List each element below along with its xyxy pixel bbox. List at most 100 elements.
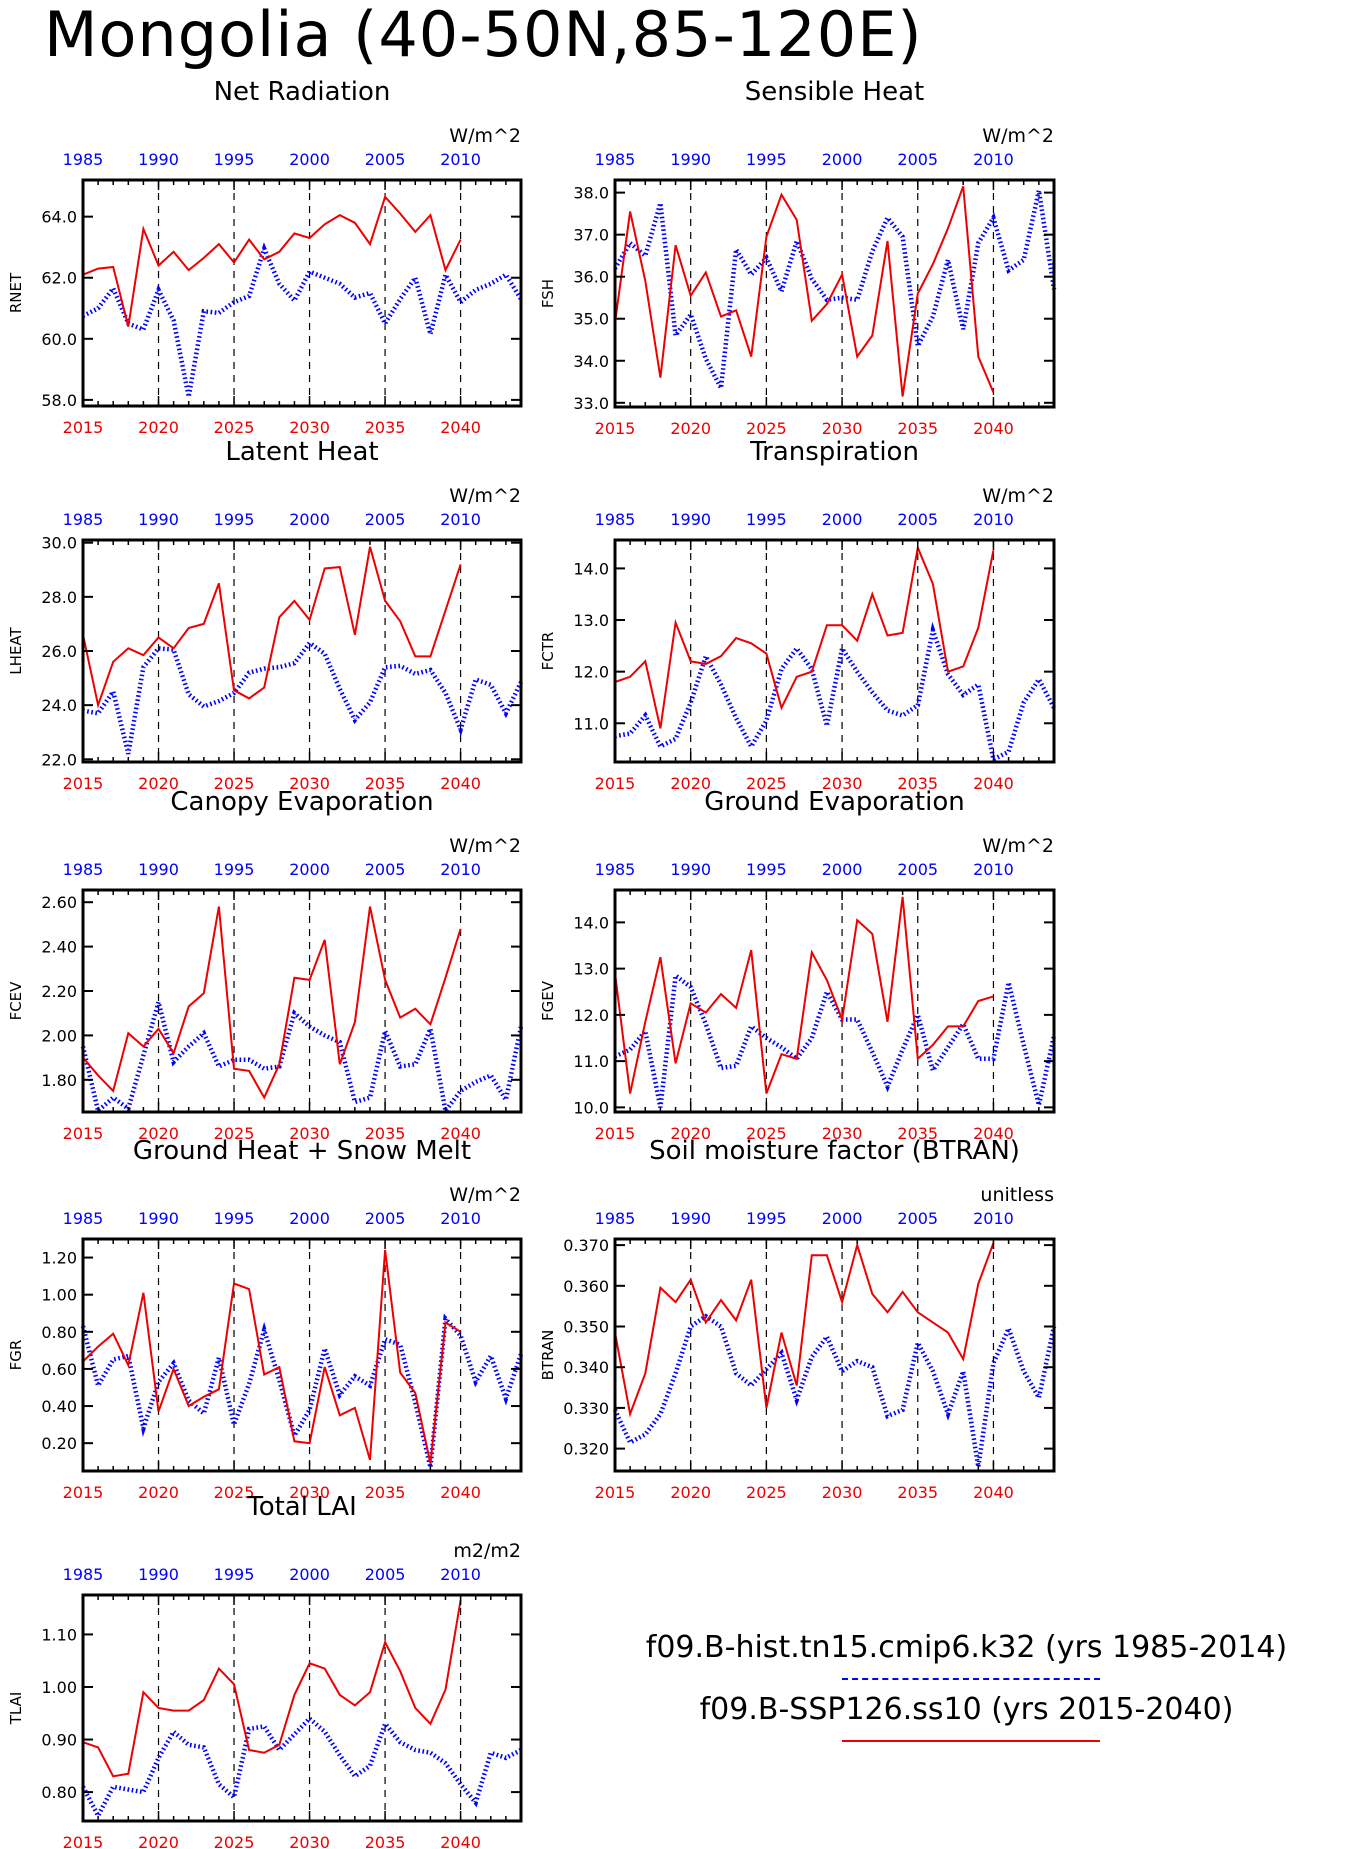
bottom-tick-label: 2025 [746,419,787,438]
bottom-tick-label: 2025 [746,1124,787,1143]
top-tick-label: 1990 [670,510,711,529]
top-tick-label: 1990 [670,860,711,879]
y-tick-label: 1.20 [41,1249,77,1268]
bottom-tick-label: 2040 [440,774,481,793]
top-tick-label: 2000 [289,1565,330,1584]
series-hist-line [613,190,1057,396]
units-label: W/m^2 [449,1184,521,1206]
y-tick-label: 64.0 [41,208,77,227]
bottom-tick-label: 2030 [822,1483,863,1502]
top-tick-label: 2010 [440,1565,481,1584]
top-tick-label: 1995 [746,510,787,529]
bottom-tick-label: 2035 [365,1833,406,1849]
y-axis-label: BTRAN [539,1330,557,1381]
top-tick-label: 2010 [973,860,1014,879]
y-tick-label: 11.0 [573,1052,609,1071]
series-ssp-line [614,544,995,729]
bottom-tick-label: 2040 [973,419,1014,438]
plot-frame [613,888,1056,1114]
y-tick-label: 0.350 [563,1318,609,1337]
bottom-tick-label: 2035 [365,1483,406,1502]
series-ssp-line [614,1241,995,1418]
top-tick-label: 1990 [138,1209,179,1228]
units-label: W/m^2 [982,835,1054,857]
top-tick-label: 2005 [897,1209,938,1228]
top-tick-label: 1995 [214,150,255,169]
bottom-tick-label: 2020 [138,1124,179,1143]
bottom-tick-label: 2015 [595,1124,636,1143]
top-tick-label: 1995 [746,150,787,169]
panel-title: Ground Evaporation [704,787,964,817]
panel-fctr: Transpiration W/m^2 11.0 12.0 13.0 14.0 2015 20… [539,437,1056,793]
bottom-tick-label: 2035 [365,1124,406,1143]
bottom-tick-label: 2015 [595,419,636,438]
y-tick-label: 0.80 [41,1783,77,1802]
panel-title: Net Radiation [214,77,391,107]
y-tick-label: 14.0 [573,559,609,578]
top-tick-label: 1995 [214,510,255,529]
top-tick-label: 1990 [670,1209,711,1228]
top-tick-label: 2005 [365,1565,406,1584]
bottom-tick-label: 2025 [214,418,255,437]
bottom-tick-label: 2015 [595,1483,636,1502]
bottom-tick-label: 2015 [63,1124,104,1143]
top-tick-label: 2010 [440,510,481,529]
top-tick-label: 1995 [746,1209,787,1228]
top-tick-label: 2000 [822,150,863,169]
y-tick-label: 0.60 [41,1360,77,1379]
series-hist-line [80,1313,524,1468]
panel-fsh: Sensible Heat W/m^2 33.0 34.0 35.0 36.0 37.0 38… [539,77,1057,438]
bottom-tick-label: 2040 [973,1124,1014,1143]
top-tick-label: 2005 [897,510,938,529]
series-ssp-line [614,896,994,1094]
plot-frame [613,1237,1056,1473]
top-tick-label: 1995 [746,860,787,879]
y-axis-label: TLAI [7,1692,25,1726]
bottom-tick-label: 2035 [897,1124,938,1143]
top-tick-label: 1990 [138,860,179,879]
y-axis-label: RNET [7,272,25,313]
y-tick-label: 24.0 [41,696,77,715]
plot-frame [81,178,523,408]
y-tick-label: 0.370 [563,1236,609,1255]
bottom-tick-label: 2030 [289,1833,330,1849]
top-tick-label: 1995 [214,1565,255,1584]
y-tick-label: 14.0 [573,913,609,932]
top-tick-label: 2005 [365,510,406,529]
units-label: W/m^2 [449,125,521,147]
legend-hist-swatch [842,1678,1100,1680]
y-tick-label: 1.10 [41,1625,77,1644]
series-ssp-line [82,546,462,709]
y-tick-label: 0.80 [41,1323,77,1342]
top-tick-label: 2010 [973,150,1014,169]
top-tick-label: 1995 [214,1209,255,1228]
top-tick-label: 1990 [138,510,179,529]
panel-fgev: Ground Evaporation W/m^2 10.0 11.0 12.0 13.0 1… [539,787,1057,1143]
units-label: W/m^2 [982,125,1054,147]
series-ssp-line [82,906,462,1100]
panel-fgr: Ground Heat + Snow Melt W/m^2 0.20 0.40 0.60… [7,1136,524,1502]
y-axis-label: FSH [539,279,557,308]
top-tick-label: 1990 [138,1565,179,1584]
top-tick-label: 2010 [440,860,481,879]
y-tick-label: 10.0 [573,1098,609,1117]
bottom-tick-label: 2030 [822,1124,863,1143]
y-tick-label: 1.00 [41,1678,77,1697]
y-tick-label: 0.20 [41,1434,77,1453]
bottom-tick-label: 2020 [670,774,711,793]
y-tick-label: 33.0 [573,394,609,413]
bottom-tick-label: 2015 [63,774,104,793]
y-axis-label: FGEV [539,980,557,1021]
units-label: W/m^2 [449,485,521,507]
series-hist-line [614,621,1056,763]
bottom-tick-label: 2020 [670,1483,711,1502]
y-tick-label: 35.0 [573,310,609,329]
bottom-tick-label: 2035 [897,774,938,793]
bottom-tick-label: 2020 [138,418,179,437]
top-tick-label: 1985 [595,1209,636,1228]
y-tick-label: 0.40 [41,1397,77,1416]
bottom-tick-label: 2030 [289,774,330,793]
top-tick-label: 2000 [822,1209,863,1228]
bottom-tick-label: 2040 [440,1124,481,1143]
top-tick-label: 1985 [63,1565,104,1584]
